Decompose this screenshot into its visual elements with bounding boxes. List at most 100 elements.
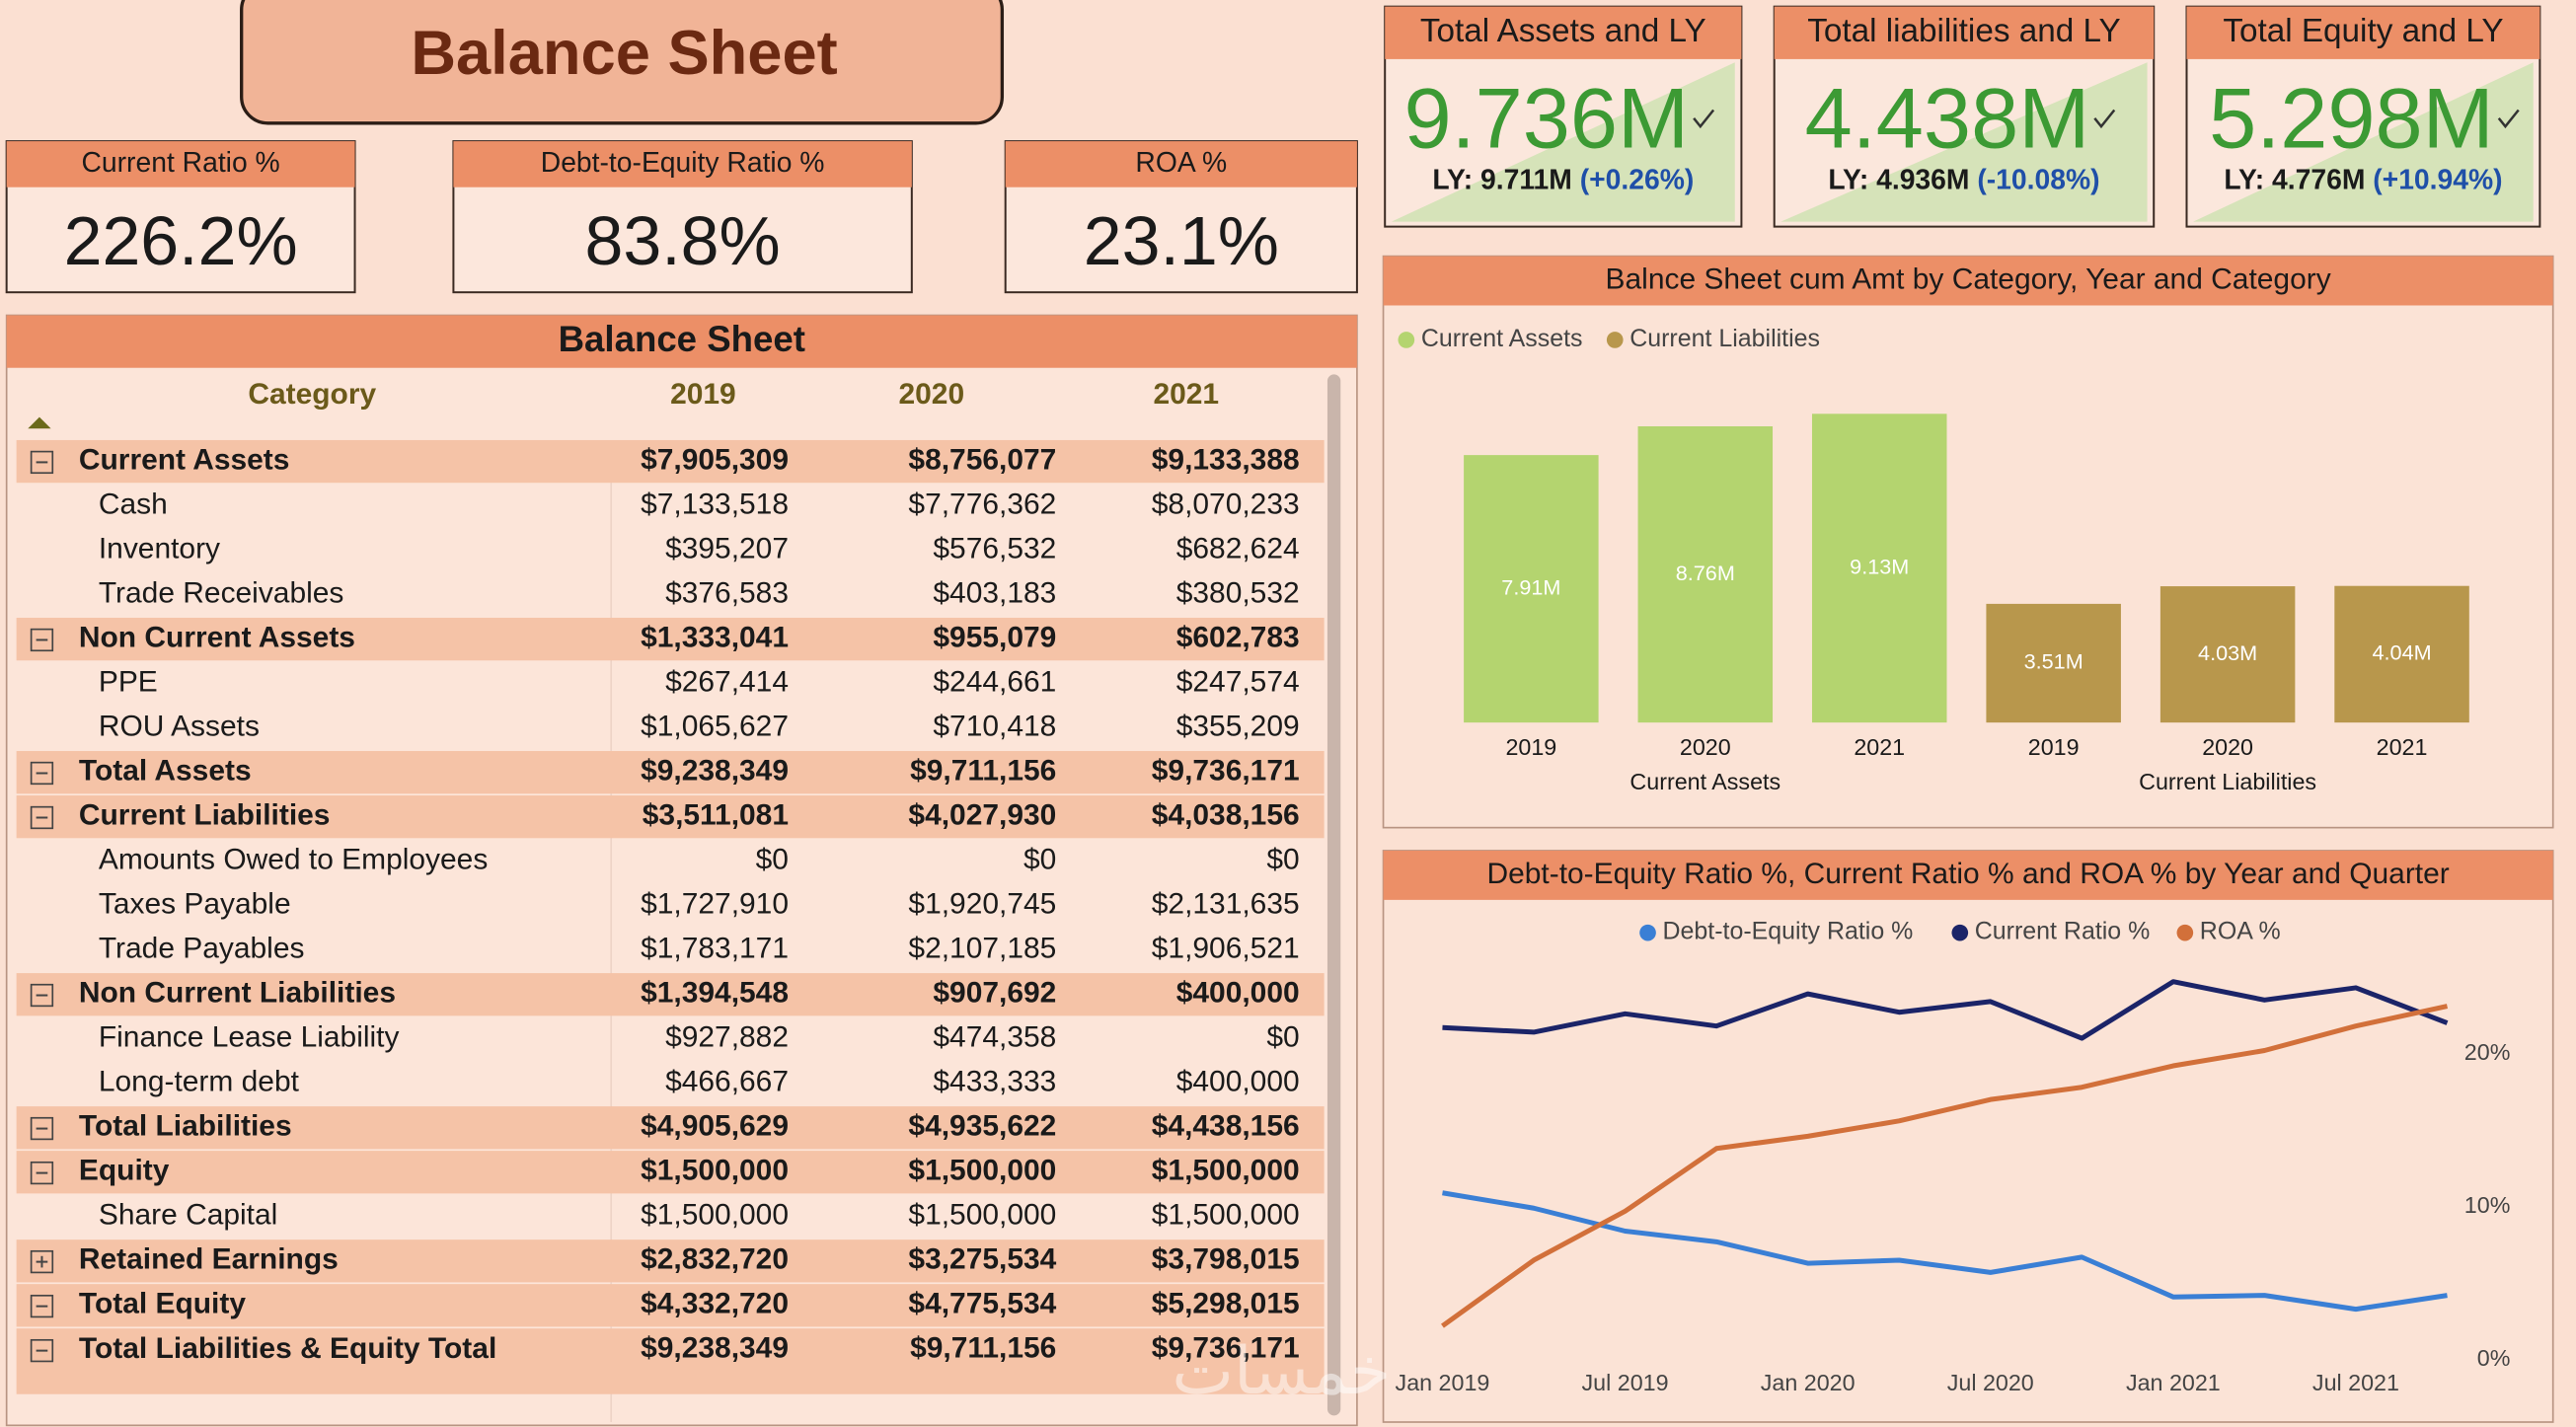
sort-icon[interactable] (28, 416, 51, 429)
x-tick-label: Jan 2020 (1761, 1370, 1856, 1395)
cell: $4,332,720 (641, 1288, 789, 1320)
row-band (16, 1328, 1325, 1394)
row-band (16, 439, 1325, 484)
cell: $244,661 (933, 666, 1056, 699)
cell: $602,783 (1176, 622, 1300, 654)
card-ly-line: LY: 4.776M (+10.94%) (2224, 164, 2502, 195)
bar-value-label: 4.04M (2372, 640, 2431, 665)
cell: $376,583 (665, 577, 789, 610)
line-series (1442, 979, 2449, 1041)
cell: $395,207 (665, 533, 789, 565)
cell: $474,358 (933, 1021, 1056, 1054)
bar (1986, 603, 2121, 723)
card-header (1385, 6, 1742, 59)
cell: $9,736,171 (1152, 1332, 1300, 1365)
table-title: Balance Sheet (559, 319, 805, 359)
card-value: 4.438M (1805, 71, 2090, 166)
legend-marker (1639, 924, 1656, 941)
cell: $1,333,041 (641, 622, 789, 654)
check-icon (2093, 109, 2116, 129)
card-header (2186, 6, 2540, 59)
card-change: (+0.26%) (1580, 164, 1695, 195)
cell: $267,414 (665, 666, 789, 699)
cell: $9,711,156 (910, 755, 1056, 788)
x-tick-label: Jul 2020 (1947, 1370, 2034, 1395)
cell: $355,209 (1176, 711, 1300, 743)
bar-value-label: 7.91M (1501, 574, 1560, 599)
cell: $4,905,629 (641, 1110, 789, 1143)
row-label: Total Liabilities & Equity Total (78, 1331, 497, 1365)
toggle-icon[interactable] (30, 628, 54, 652)
line-panel-header (1383, 850, 2553, 900)
cell: $400,000 (1176, 1066, 1300, 1098)
bar (2334, 585, 2469, 723)
cell: $3,798,015 (1152, 1243, 1300, 1276)
toggle-icon[interactable] (30, 1294, 54, 1318)
row-band (16, 795, 1325, 839)
toggle-icon[interactable] (30, 450, 54, 475)
legend-marker (1951, 924, 1969, 941)
toggle-icon[interactable] (30, 805, 54, 830)
cell: $1,920,745 (908, 888, 1056, 921)
row-label: Non Current Assets (79, 622, 355, 654)
cell: $9,238,349 (641, 755, 789, 788)
x-tick-label: Jul 2021 (2312, 1370, 2399, 1395)
row-label: Share Capital (99, 1199, 277, 1232)
scrollbar[interactable] (1326, 374, 1341, 1416)
check-icon (1693, 109, 1715, 129)
row-label: Trade Payables (99, 933, 305, 965)
line-series (1441, 1004, 2449, 1328)
bar (1637, 426, 1774, 723)
row-label: PPE (99, 666, 158, 699)
kpi-header (453, 141, 912, 188)
row-label-box: Total Liabilities & Equity Total (78, 1331, 497, 1365)
legend-label: Current Ratio % (1975, 918, 2151, 945)
line-series (1442, 1190, 2448, 1313)
toggle-icon[interactable] (30, 1116, 54, 1141)
row-label: Equity (79, 1155, 170, 1187)
toggle-icon[interactable] (30, 761, 54, 786)
bar (1811, 413, 1947, 723)
cell: $682,624 (1176, 533, 1300, 565)
cell: $2,832,720 (641, 1243, 789, 1276)
card-title: Total Assets and LY (1420, 13, 1706, 49)
y-tick-label: 20% (2464, 1039, 2511, 1065)
toggle-icon[interactable] (30, 1161, 54, 1185)
bar-value-label: 4.03M (2198, 640, 2257, 665)
toggle-icon[interactable] (30, 1249, 54, 1274)
cell: $0 (1266, 1021, 1299, 1054)
watermark: خمسات (1172, 1335, 1391, 1408)
toggle-icon[interactable] (30, 1338, 54, 1363)
x-tick-label: Jan 2021 (2126, 1370, 2221, 1395)
card-ly: LY: 4.776M (2224, 164, 2365, 195)
cell: $4,038,156 (1152, 799, 1300, 832)
kpi-label: Debt-to-Equity Ratio % (541, 146, 825, 178)
card-shade (2193, 62, 2534, 222)
row-label: Long-term debt (99, 1066, 300, 1098)
kpi-header (6, 141, 355, 188)
toggle-icon[interactable] (30, 983, 54, 1008)
bar (2159, 586, 2296, 723)
cell: $955,079 (933, 622, 1056, 654)
legend-marker (2176, 924, 2194, 941)
kpi-value: 83.8% (585, 202, 781, 279)
row-band (16, 751, 1325, 794)
row-label: Trade Receivables (99, 577, 344, 610)
cell: $1,500,000 (908, 1199, 1056, 1232)
row-band (16, 1151, 1325, 1194)
card-value: 9.736M (1403, 71, 1689, 166)
cell: $8,070,233 (1152, 488, 1300, 520)
x-tick-label: 2020 (2202, 734, 2253, 760)
x-tick-label: 2019 (2028, 734, 2080, 760)
title-box (240, 0, 1005, 125)
kpi-label: Current Ratio % (81, 146, 279, 178)
cell: $710,418 (933, 711, 1056, 743)
cell: $1,500,000 (1152, 1199, 1300, 1232)
cell: $1,783,171 (641, 933, 789, 965)
kpi-value: 23.1% (1084, 202, 1279, 279)
cell: $2,131,635 (1152, 888, 1300, 921)
legend-label: ROA % (2200, 918, 2281, 945)
cell: $4,935,622 (908, 1110, 1056, 1143)
chart-title: Balnce Sheet cum Amt by Category, Year a… (1606, 263, 2331, 295)
